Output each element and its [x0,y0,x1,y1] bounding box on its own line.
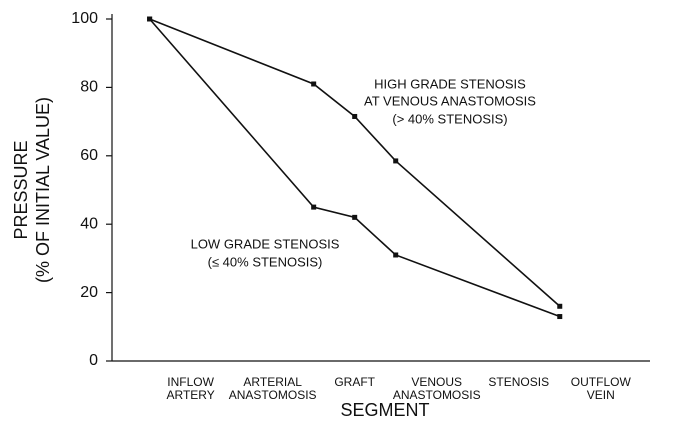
y-tick-label: 20 [80,284,98,301]
x-tick-label: ARTERIAL ANASTOMOSIS [229,375,317,402]
x-tick-label: OUTFLOW VEIN [571,375,632,402]
y-axis-title: (% OF INITIAL VALUE) [33,97,53,283]
annotation: HIGH GRADE STENOSIS [374,76,526,91]
annotation: LOW GRADE STENOSIS [191,236,340,251]
series-line [149,18,561,318]
annotation: (≤ 40% STENOSIS) [208,254,323,269]
annotation: AT VENOUS ANASTOMOSIS [364,93,536,108]
point-marker [557,314,563,320]
point-marker [393,158,399,164]
point-marker [393,252,399,258]
point-marker [147,16,153,22]
y-tick-label: 100 [71,10,98,27]
y-tick-label: 40 [80,215,98,232]
x-tick-label: GRAFT [334,375,375,389]
y-tick-label: 80 [80,79,98,96]
annotation: (> 40% STENOSIS) [392,111,507,126]
point-marker [557,303,563,309]
x-axis-title: SEGMENT [340,400,429,420]
point-marker [311,204,317,210]
y-tick-label: 60 [80,147,98,164]
x-tick-label: VENOUS ANASTOMOSIS [393,375,481,402]
point-marker [352,113,358,119]
y-axis-title: PRESSURE [11,140,31,239]
y-tick-label: 0 [89,352,98,369]
point-marker [311,81,317,87]
x-tick-label: INFLOW ARTERY [167,375,215,402]
point-marker [352,214,358,220]
x-tick-label: STENOSIS [488,375,549,389]
